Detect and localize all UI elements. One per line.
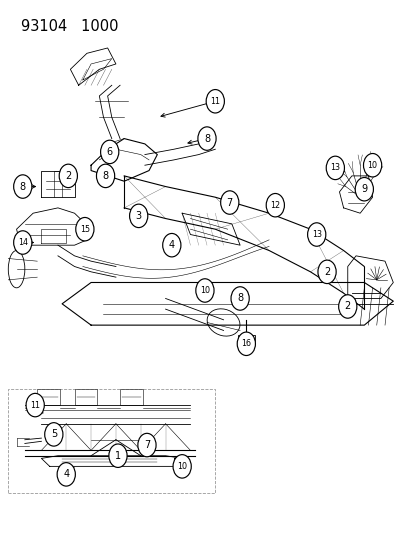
Text: 4: 4: [63, 470, 69, 479]
Text: 7: 7: [226, 198, 233, 207]
Circle shape: [162, 233, 180, 257]
Text: 2: 2: [65, 171, 71, 181]
Circle shape: [96, 164, 114, 188]
Circle shape: [26, 393, 44, 417]
Text: 9: 9: [361, 184, 366, 194]
Text: 5: 5: [50, 430, 57, 439]
Circle shape: [138, 433, 156, 457]
Bar: [120, 389, 142, 405]
Circle shape: [317, 260, 335, 284]
Circle shape: [109, 444, 127, 467]
Text: 8: 8: [204, 134, 209, 143]
Text: 8: 8: [20, 182, 26, 191]
Bar: [74, 389, 97, 405]
Circle shape: [307, 223, 325, 246]
Text: 4: 4: [169, 240, 174, 250]
Text: 3: 3: [135, 211, 141, 221]
Text: 10: 10: [367, 161, 377, 169]
Circle shape: [195, 279, 214, 302]
Text: 15: 15: [80, 225, 90, 233]
Circle shape: [325, 156, 344, 180]
Text: 2: 2: [344, 302, 350, 311]
Text: 12: 12: [270, 201, 280, 209]
Circle shape: [57, 463, 75, 486]
Circle shape: [197, 127, 216, 150]
Circle shape: [129, 204, 147, 228]
Circle shape: [266, 193, 284, 217]
Circle shape: [59, 164, 77, 188]
Text: 10: 10: [177, 462, 187, 471]
Text: 10: 10: [199, 286, 209, 295]
Text: 6: 6: [107, 147, 112, 157]
Circle shape: [14, 231, 32, 254]
Circle shape: [14, 175, 32, 198]
Text: 93104   1000: 93104 1000: [21, 19, 118, 34]
Circle shape: [100, 140, 119, 164]
Text: 1: 1: [115, 451, 121, 461]
Circle shape: [363, 154, 381, 177]
Text: 14: 14: [18, 238, 28, 247]
Circle shape: [220, 191, 238, 214]
Text: 7: 7: [143, 440, 150, 450]
Text: 16: 16: [241, 340, 251, 348]
Circle shape: [76, 217, 94, 241]
Text: 8: 8: [237, 294, 242, 303]
Circle shape: [237, 332, 255, 356]
Text: 13: 13: [330, 164, 339, 172]
Circle shape: [173, 455, 191, 478]
Text: 8: 8: [102, 171, 108, 181]
Circle shape: [354, 177, 373, 201]
Text: 13: 13: [311, 230, 321, 239]
Text: 2: 2: [323, 267, 330, 277]
Text: 11: 11: [30, 401, 40, 409]
Bar: [237, 335, 254, 341]
Text: 11: 11: [210, 97, 220, 106]
Circle shape: [206, 90, 224, 113]
Bar: [37, 389, 60, 405]
Circle shape: [338, 295, 356, 318]
Circle shape: [45, 423, 63, 446]
Bar: [8, 389, 215, 493]
Circle shape: [230, 287, 249, 310]
